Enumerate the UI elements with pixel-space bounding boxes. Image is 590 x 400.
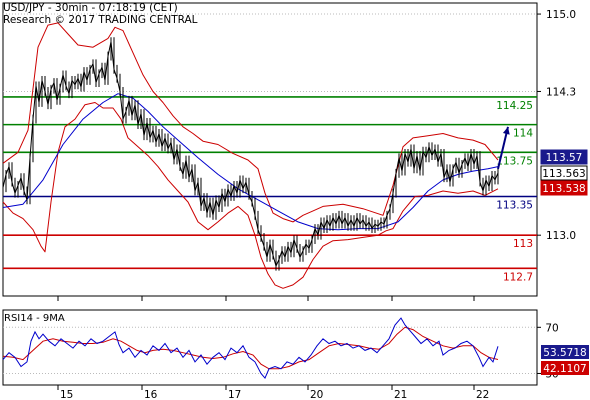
x-axis: 15 16 17 20 21 22 bbox=[57, 296, 489, 400]
price-y-tick-label: 115.0 bbox=[546, 9, 576, 21]
level-label-113.75: 113.75 bbox=[496, 155, 533, 167]
price-boxes: 113.57 113.563 113.538 bbox=[540, 149, 588, 196]
x-tick-label-21: 21 bbox=[394, 389, 407, 400]
price-box-label-113.563: 113.563 bbox=[542, 168, 585, 180]
rsi-y-tick-label: 70 bbox=[545, 322, 558, 334]
x-tick-label-22: 22 bbox=[476, 389, 489, 400]
x-tick-label-16: 16 bbox=[144, 389, 158, 400]
rsi-boxes: 53.5718 42.1107 bbox=[541, 345, 589, 375]
rsi-box-53.5718 bbox=[541, 345, 589, 359]
price-y-tick-label: 113.0 bbox=[546, 230, 576, 242]
level-label-114: 114 bbox=[513, 128, 533, 140]
chart-title: USD/JPY - 30min - 07:18:19 (CET) bbox=[3, 2, 178, 14]
level-label-112.7: 112.7 bbox=[503, 271, 533, 283]
price-series bbox=[2, 22, 510, 289]
price-levels: 114.25 114 113.75 113.35 113 112.7 bbox=[3, 96, 537, 283]
chart-subtitle: Research © 2017 TRADING CENTRAL bbox=[3, 14, 198, 26]
rsi-series-rsi14 bbox=[2, 317, 499, 380]
price-box-113.57 bbox=[540, 149, 588, 165]
price-box-label-113.538: 113.538 bbox=[542, 183, 585, 195]
level-label-113.35: 113.35 bbox=[496, 199, 533, 211]
rsi-series bbox=[2, 317, 499, 380]
level-label-113: 113 bbox=[513, 238, 533, 250]
rsi-series-9ma bbox=[2, 326, 499, 370]
price-box-label-113.57: 113.57 bbox=[546, 152, 583, 164]
level-label-114.25: 114.25 bbox=[496, 100, 533, 112]
x-tick-label-17: 17 bbox=[228, 389, 241, 400]
rsi-box-42.1107 bbox=[541, 361, 589, 375]
series-ma bbox=[2, 93, 499, 231]
x-tick-label-15: 15 bbox=[60, 389, 73, 400]
series-usd-jpy bbox=[2, 41, 499, 267]
series-bb-lower bbox=[2, 102, 499, 289]
price-y-axis: 115.0 114.3 113.0 bbox=[537, 9, 576, 242]
x-tick-label-20: 20 bbox=[310, 389, 323, 400]
rsi-panel-frame bbox=[2, 309, 538, 386]
rsi-gridlines bbox=[3, 326, 537, 374]
rsi-box-label-53.5718: 53.5718 bbox=[543, 347, 586, 359]
price-y-tick-label: 114.3 bbox=[546, 86, 576, 98]
price-box-113.563 bbox=[540, 165, 588, 181]
rsi-box-label-42.1107: 42.1107 bbox=[543, 363, 586, 375]
rsi-title: RSI14 - 9MA bbox=[4, 313, 65, 324]
series-bb-upper bbox=[2, 22, 499, 223]
price-box-113.538 bbox=[540, 180, 588, 196]
forecast-arrow-head bbox=[502, 126, 510, 135]
